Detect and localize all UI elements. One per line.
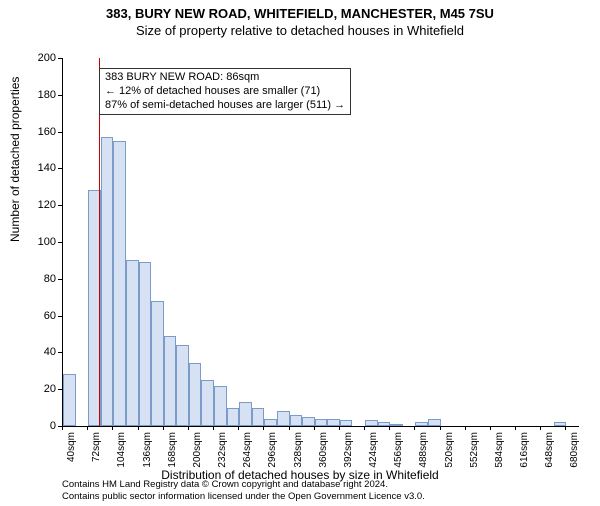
histogram-bar (101, 137, 114, 426)
histogram-bar (201, 380, 214, 426)
title-line1: 383, BURY NEW ROAD, WHITEFIELD, MANCHEST… (0, 6, 600, 21)
y-tick-label: 80 (26, 273, 56, 285)
y-tick (58, 132, 62, 133)
histogram-bar (277, 411, 290, 426)
x-tick (414, 426, 415, 430)
histogram-bar (315, 419, 328, 426)
x-tick (238, 426, 239, 430)
chart-area: 383 BURY NEW ROAD: 86sqm← 12% of detache… (62, 58, 579, 427)
histogram-bar (264, 419, 277, 426)
x-tick (364, 426, 365, 430)
histogram-bar (176, 345, 189, 426)
x-tick (138, 426, 139, 430)
x-tick-label: 136sqm (142, 432, 153, 472)
x-tick (440, 426, 441, 430)
x-tick-label: 264sqm (242, 432, 253, 472)
y-tick (58, 352, 62, 353)
histogram-bar (164, 336, 177, 426)
y-tick (58, 279, 62, 280)
x-tick-label: 680sqm (569, 432, 580, 472)
x-tick-label: 520sqm (444, 432, 455, 472)
histogram-bar (415, 422, 428, 426)
annotation-line1: 383 BURY NEW ROAD: 86sqm (105, 71, 345, 85)
x-tick (515, 426, 516, 430)
y-tick-label: 20 (26, 383, 56, 395)
histogram-bar (365, 420, 378, 426)
x-tick-label: 296sqm (267, 432, 278, 472)
x-tick (163, 426, 164, 430)
y-tick-label: 0 (26, 420, 56, 432)
x-tick (213, 426, 214, 430)
y-tick (58, 316, 62, 317)
x-tick-label: 360sqm (318, 432, 329, 472)
histogram-bar (214, 386, 227, 426)
x-tick-label: 232sqm (217, 432, 228, 472)
footer-line2: Contains public sector information licen… (62, 491, 425, 502)
x-tick (314, 426, 315, 430)
histogram-bar (302, 417, 315, 426)
x-tick-label: 648sqm (544, 432, 555, 472)
x-tick (565, 426, 566, 430)
annotation-line2: ← 12% of detached houses are smaller (71… (105, 85, 345, 99)
x-tick-label: 424sqm (368, 432, 379, 472)
y-tick-label: 180 (26, 89, 56, 101)
histogram-bar (239, 402, 252, 426)
x-tick (540, 426, 541, 430)
y-tick (58, 205, 62, 206)
x-tick (62, 426, 63, 430)
x-tick-label: 456sqm (393, 432, 404, 472)
x-tick (87, 426, 88, 430)
x-tick (465, 426, 466, 430)
y-tick-label: 200 (26, 52, 56, 64)
x-tick-label: 328sqm (293, 432, 304, 472)
x-tick (339, 426, 340, 430)
x-tick-label: 72sqm (91, 432, 102, 472)
x-tick (289, 426, 290, 430)
footer-line1: Contains HM Land Registry data © Crown c… (62, 479, 425, 490)
histogram-bar (189, 363, 202, 426)
y-tick-label: 120 (26, 199, 56, 211)
y-tick (58, 58, 62, 59)
histogram-bar (390, 424, 403, 426)
histogram-bar (139, 262, 152, 426)
y-tick (58, 168, 62, 169)
x-tick-label: 552sqm (469, 432, 480, 472)
x-tick-label: 392sqm (343, 432, 354, 472)
x-tick-label: 40sqm (66, 432, 77, 472)
histogram-bar (252, 408, 265, 426)
x-tick-label: 616sqm (519, 432, 530, 472)
histogram-bar (428, 419, 441, 426)
footer-attribution: Contains HM Land Registry data © Crown c… (62, 479, 425, 502)
histogram-bar (113, 141, 126, 426)
y-tick-label: 60 (26, 310, 56, 322)
x-tick (188, 426, 189, 430)
y-tick-label: 100 (26, 236, 56, 248)
y-tick-label: 160 (26, 126, 56, 138)
y-axis-label: Number of detached properties (8, 77, 22, 242)
x-tick-label: 168sqm (167, 432, 178, 472)
histogram-bar (327, 419, 340, 426)
annotation-box: 383 BURY NEW ROAD: 86sqm← 12% of detache… (99, 68, 351, 115)
x-tick-label: 104sqm (116, 432, 127, 472)
x-tick (389, 426, 390, 430)
histogram-bar (151, 301, 164, 426)
x-tick (112, 426, 113, 430)
x-tick (490, 426, 491, 430)
x-tick-label: 584sqm (494, 432, 505, 472)
y-tick (58, 242, 62, 243)
y-tick (58, 389, 62, 390)
y-tick (58, 95, 62, 96)
histogram-bar (126, 260, 139, 426)
histogram-bar (63, 374, 76, 426)
y-tick-label: 140 (26, 162, 56, 174)
histogram-bar (290, 415, 303, 426)
x-tick (263, 426, 264, 430)
x-tick-label: 200sqm (192, 432, 203, 472)
title-line2: Size of property relative to detached ho… (0, 23, 600, 38)
histogram-bar (340, 420, 353, 426)
x-tick-label: 488sqm (418, 432, 429, 472)
y-tick-label: 40 (26, 346, 56, 358)
annotation-line3: 87% of semi-detached houses are larger (… (105, 99, 345, 113)
histogram-bar (227, 408, 240, 426)
